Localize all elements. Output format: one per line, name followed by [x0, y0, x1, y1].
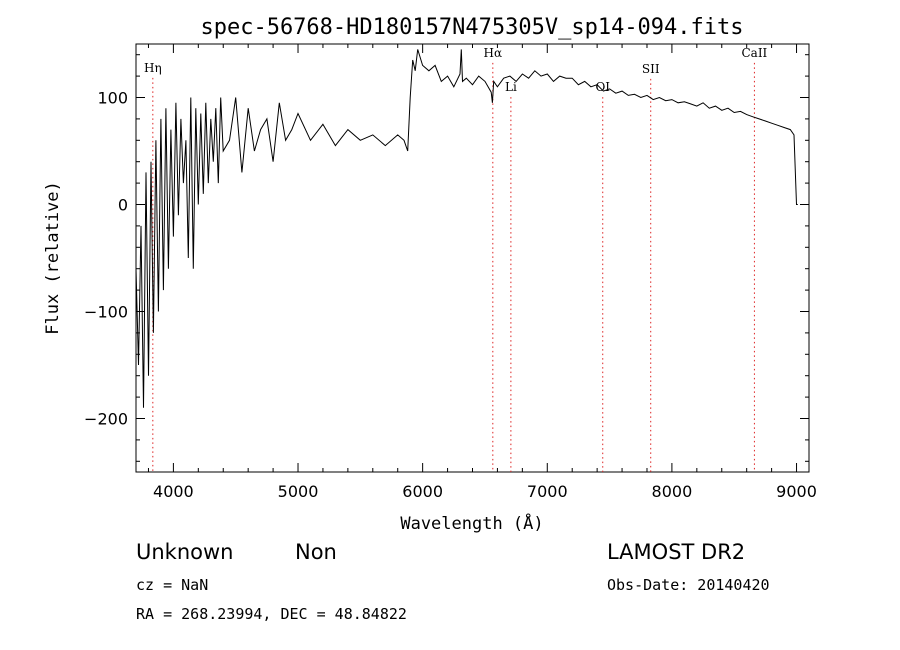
redshift-value: cz = NaN	[136, 576, 209, 594]
coordinates: RA = 268.23994, DEC = 48.84822	[136, 605, 407, 623]
y-tick-label: 100	[97, 89, 128, 108]
y-tick-label: −100	[84, 303, 128, 322]
spectral-line-label: Hη	[144, 61, 162, 75]
x-tick-label: 6000	[402, 482, 443, 501]
x-axis-label: Wavelength (Å)	[400, 512, 543, 534]
y-tick-label: −200	[84, 410, 128, 429]
y-axis-label: Flux (relative)	[43, 181, 63, 335]
x-tick-label: 9000	[776, 482, 817, 501]
x-tick-label: 5000	[278, 482, 319, 501]
spectral-line-label: Li	[505, 80, 517, 94]
y-axis: −200 −100 0 100	[84, 54, 809, 462]
spectral-line-label: Hα	[484, 46, 503, 60]
y-tick-label: 0	[118, 196, 128, 215]
spectral-line-markers: Hη Hα Li OI SII CaII	[144, 46, 768, 472]
survey-name: LAMOST DR2	[607, 540, 746, 564]
object-class: Unknown	[136, 540, 234, 564]
spectral-line-label: CaII	[741, 46, 767, 60]
chart-title: spec-56768-HD180157N475305V_sp14-094.fit…	[200, 15, 743, 40]
x-axis: 4000 5000 6000 7000 8000 9000	[147, 44, 817, 501]
spectral-line-label: SII	[642, 62, 660, 76]
object-subclass: Non	[295, 540, 337, 564]
spectral-line-label: OI	[595, 80, 610, 94]
x-tick-label: 7000	[527, 482, 568, 501]
spectrum-series-line	[135, 49, 798, 408]
observation-date: Obs-Date: 20140420	[607, 576, 770, 594]
x-tick-label: 4000	[153, 482, 194, 501]
x-tick-label: 8000	[652, 482, 693, 501]
